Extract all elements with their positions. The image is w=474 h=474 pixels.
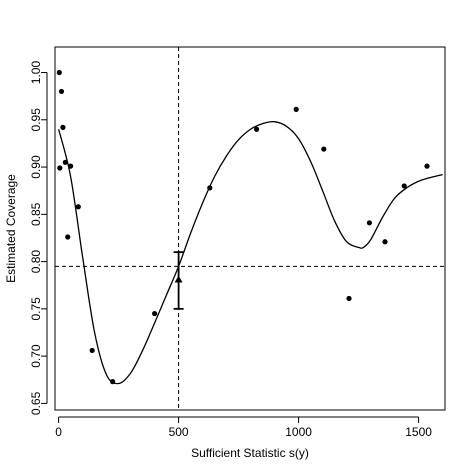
plot-frame xyxy=(54,46,446,411)
x-axis-title: Sufficient Statistic s(y) xyxy=(191,446,309,460)
data-point xyxy=(60,124,66,130)
y-axis-title: Estimated Coverage xyxy=(4,174,18,283)
x-tick-label: 1000 xyxy=(285,425,312,439)
data-point xyxy=(89,347,95,354)
data-point xyxy=(58,88,65,95)
y-tick-label: 1.00 xyxy=(29,61,43,85)
data-point xyxy=(56,69,62,76)
data-points xyxy=(56,69,430,385)
data-point xyxy=(62,159,68,165)
smooth-curve xyxy=(57,120,443,385)
y-tick-label: 0.80 xyxy=(29,250,43,274)
data-point xyxy=(346,295,352,302)
smooth-curve-group xyxy=(57,120,443,385)
data-point xyxy=(424,163,430,169)
data-point xyxy=(75,204,81,210)
y-axis: 0.65 0.70 0.75 0.80 0.85 0.90 0.95 1.00 xyxy=(29,61,48,415)
x-tick-label: 500 xyxy=(169,425,189,439)
y-tick-label: 0.90 xyxy=(29,155,43,179)
data-point xyxy=(110,379,116,385)
x-axis: 0 500 1000 1500 xyxy=(55,416,432,439)
y-tick-label: 0.70 xyxy=(29,344,43,368)
data-point xyxy=(68,163,74,169)
data-point xyxy=(57,165,63,171)
reference-lines xyxy=(55,47,445,410)
x-tick-label: 1500 xyxy=(405,425,432,439)
data-point xyxy=(293,106,299,112)
data-point xyxy=(382,239,388,245)
y-tick-label: 0.65 xyxy=(29,391,43,415)
y-tick-label: 0.75 xyxy=(29,297,43,321)
data-point xyxy=(254,126,260,132)
y-tick-label: 0.95 xyxy=(29,108,43,132)
data-point xyxy=(401,183,407,189)
y-tick-label: 0.85 xyxy=(29,202,43,226)
error-bar-triangle-marker xyxy=(174,275,183,283)
data-point xyxy=(152,310,158,317)
error-bar-group xyxy=(173,251,184,310)
x-tick-label: 0 xyxy=(55,425,62,439)
data-point xyxy=(207,185,213,191)
data-point xyxy=(366,220,372,226)
data-point xyxy=(65,234,71,240)
data-point xyxy=(321,146,327,152)
